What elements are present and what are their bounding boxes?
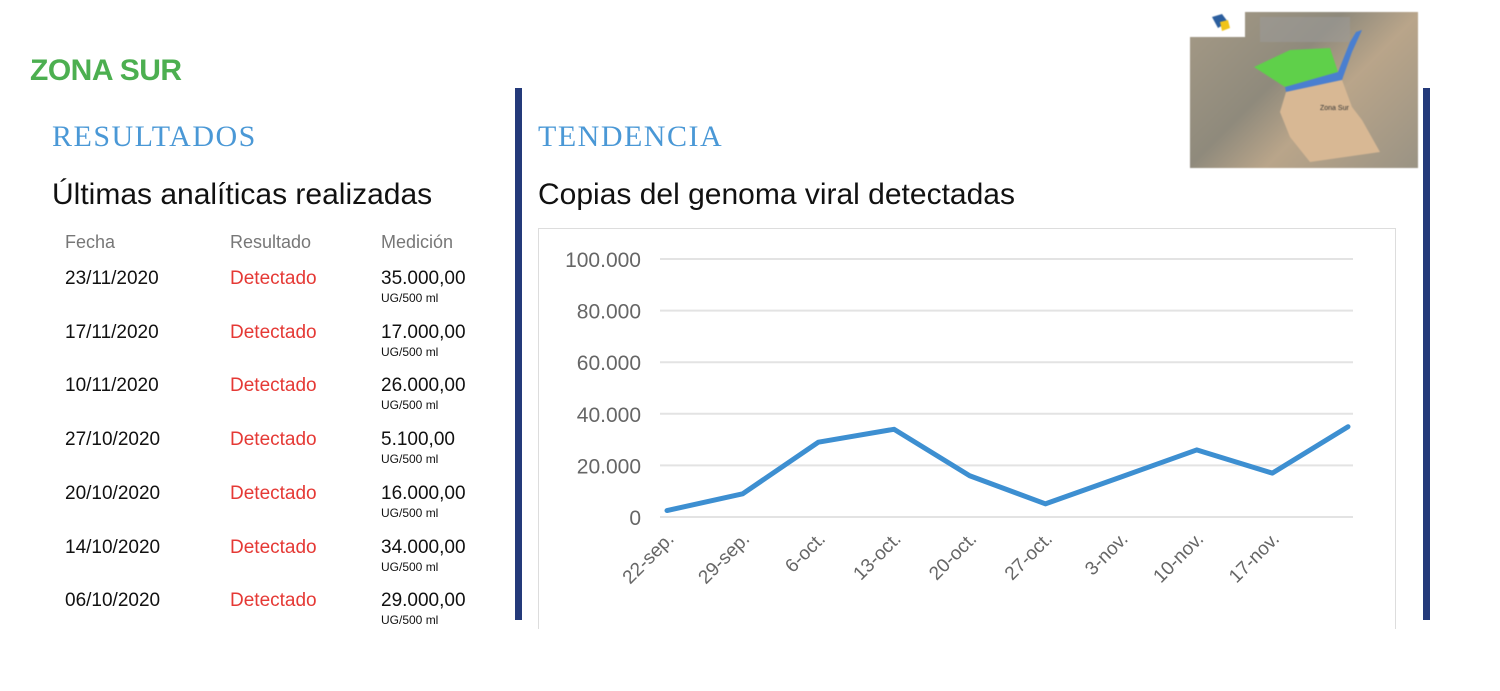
x-tick-label: 22-sep.	[619, 529, 679, 589]
column-header-date: Fecha	[65, 232, 116, 252]
row-unit: UG/500 ml	[381, 505, 439, 520]
y-tick-label: 60.000	[577, 352, 641, 375]
divider-right	[1423, 88, 1430, 620]
y-tick-label: 80.000	[577, 301, 641, 324]
x-tick-label: 17-nov.	[1225, 529, 1284, 588]
x-tick-label: 13-oct.	[850, 529, 906, 585]
column-header-measurement: Medición	[381, 232, 454, 252]
y-tick-label: 20.000	[577, 455, 641, 478]
data-line	[664, 424, 1351, 514]
row-value: 26.000,00	[381, 375, 466, 397]
row-result: Detectado	[230, 429, 317, 451]
row-value: 29.000,00	[381, 590, 466, 612]
row-date: 20/10/2020	[65, 482, 161, 504]
divider-left	[515, 88, 522, 620]
row-date: 23/11/2020	[65, 268, 159, 289]
row-value: 5.100,00	[381, 429, 455, 451]
x-tick-label: 20-oct.	[925, 529, 981, 585]
row-unit: UG/500 ml	[381, 559, 439, 574]
row-unit: UG/500 ml	[381, 398, 439, 413]
results-heading: RESULTADOS	[52, 120, 257, 153]
x-tick-label: 27-oct.	[1001, 529, 1057, 585]
zone-map-image: Zona Sur	[1190, 12, 1418, 168]
x-tick-label: 3-nov.	[1081, 529, 1132, 580]
row-result: Detectado	[230, 268, 317, 289]
y-tick-label: 100.000	[565, 249, 641, 272]
column-header-result: Resultado	[230, 232, 312, 252]
zone-title: ZONA SUR	[30, 54, 182, 87]
row-value: 16.000,00	[381, 482, 466, 504]
row-date: 10/11/2020	[65, 375, 159, 397]
x-tick-label: 29-sep.	[695, 529, 755, 589]
y-tick-label: 40.000	[577, 404, 641, 427]
row-unit: UG/500 ml	[381, 452, 439, 467]
row-unit: UG/500 ml	[381, 344, 439, 359]
map-label: Zona Sur	[1320, 105, 1349, 112]
row-value: 35.000,00	[381, 268, 466, 289]
x-tick-label: 10-nov.	[1150, 529, 1209, 588]
trend-heading: TENDENCIA	[538, 120, 724, 153]
row-date: 17/11/2020	[65, 321, 159, 343]
row-date: 27/10/2020	[65, 429, 161, 451]
row-result: Detectado	[230, 536, 317, 558]
x-tick-label: 6-oct.	[781, 529, 829, 577]
y-tick-label: 0	[629, 507, 641, 530]
row-unit: UG/500 ml	[381, 291, 439, 305]
row-result: Detectado	[230, 375, 317, 397]
row-value: 34.000,00	[381, 536, 466, 558]
row-date: 14/10/2020	[65, 536, 161, 558]
chart-frame	[538, 228, 1396, 629]
row-result: Detectado	[230, 590, 317, 612]
row-result: Detectado	[230, 482, 317, 504]
results-subtitle: Últimas analíticas realizadas	[52, 178, 433, 211]
row-result: Detectado	[230, 321, 317, 343]
row-unit: UG/500 ml	[381, 613, 439, 628]
trend-subtitle: Copias del genoma viral detectadas	[538, 178, 1015, 211]
row-date: 06/10/2020	[65, 590, 161, 612]
row-value: 17.000,00	[381, 321, 466, 343]
